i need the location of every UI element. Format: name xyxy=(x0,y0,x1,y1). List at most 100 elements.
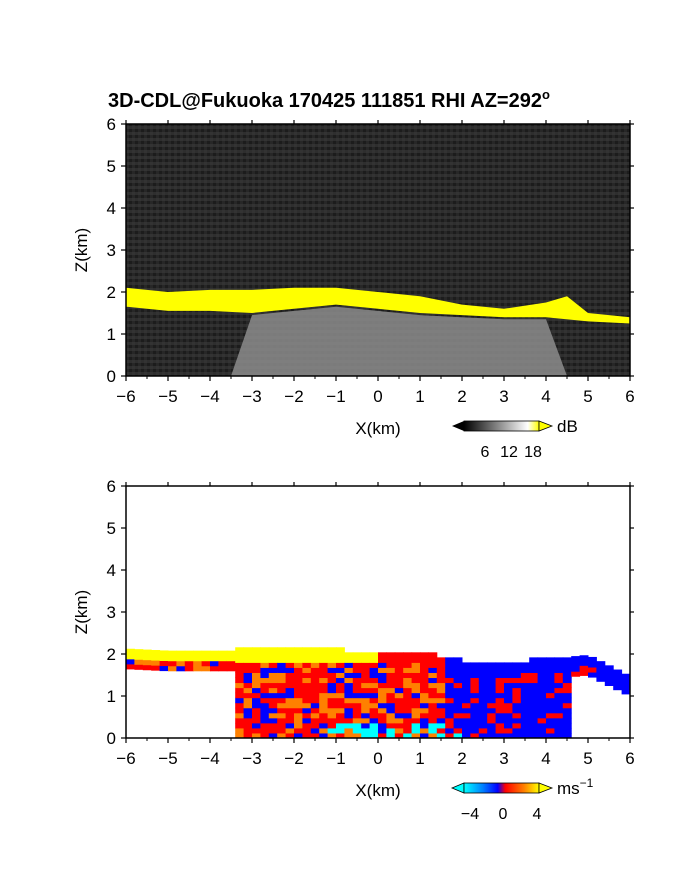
velocity-cell xyxy=(285,657,295,663)
velocity-cell xyxy=(310,672,320,679)
velocity-cell xyxy=(562,697,572,704)
velocity-cell xyxy=(453,727,463,734)
velocity-cell xyxy=(201,650,211,657)
velocity-cell xyxy=(352,652,362,658)
velocity-cell xyxy=(453,717,463,724)
velocity-cell xyxy=(445,682,455,689)
velocity-cell xyxy=(453,687,463,694)
velocity-cell xyxy=(520,682,530,689)
backscatter-ytick-label: 6 xyxy=(107,115,116,134)
velocity-cell xyxy=(512,667,522,673)
velocity-cell xyxy=(562,687,572,694)
velocity-cell xyxy=(294,682,303,689)
velocity-cell xyxy=(403,702,413,709)
velocity-cell xyxy=(361,697,371,704)
velocity-cell xyxy=(554,717,564,724)
velocity-cell xyxy=(336,657,345,663)
velocity-cell xyxy=(302,672,312,679)
velocity-cell xyxy=(319,687,329,694)
velocity-cell xyxy=(512,702,522,709)
velocity-cell xyxy=(520,722,530,729)
velocity-cell xyxy=(319,667,329,673)
velocity-cell xyxy=(478,732,488,739)
velocity-cell xyxy=(168,650,177,657)
velocity-cell xyxy=(176,650,186,657)
velocity-cell xyxy=(193,660,203,667)
velocity-cell xyxy=(596,671,606,677)
velocity-cell xyxy=(378,652,387,658)
velocity-cell xyxy=(436,717,446,724)
velocity-cell xyxy=(285,652,295,658)
velocity-cell xyxy=(504,722,513,729)
velocity-cell xyxy=(319,647,329,653)
velocity-ytick-label: 4 xyxy=(107,561,116,580)
velocity-cell xyxy=(445,727,455,734)
velocity-cell xyxy=(268,682,278,689)
velocity-cell xyxy=(420,727,429,734)
backscatter-xtick-label: −6 xyxy=(116,387,135,406)
velocity-cell xyxy=(579,655,589,661)
velocity-cell xyxy=(394,702,404,709)
velocity-cell xyxy=(285,687,295,694)
velocity-cell xyxy=(403,662,413,668)
velocity-cell xyxy=(386,662,396,668)
velocity-cell xyxy=(436,657,446,663)
backscatter-xtick-label: 1 xyxy=(415,387,424,406)
velocity-cell xyxy=(134,654,144,660)
velocity-cell xyxy=(554,702,564,709)
velocity-cell xyxy=(462,702,471,709)
velocity-cell xyxy=(336,682,345,689)
velocity-cell xyxy=(504,662,513,668)
velocity-cell xyxy=(571,656,581,662)
velocity-cell xyxy=(386,692,396,699)
velocity-cell xyxy=(596,676,606,682)
velocity-xtick-label: −3 xyxy=(242,749,261,768)
velocity-cell xyxy=(470,677,480,684)
velocity-cell xyxy=(336,662,345,668)
velocity-cell xyxy=(520,662,530,668)
velocity-cell xyxy=(411,657,421,663)
velocity-cell xyxy=(436,727,446,734)
velocity-colorbar-bar xyxy=(463,782,540,794)
velocity-cell xyxy=(420,697,429,704)
velocity-cell xyxy=(352,712,362,719)
backscatter-ytick-label: 2 xyxy=(107,283,116,302)
velocity-cell xyxy=(428,717,438,724)
velocity-cell xyxy=(302,677,312,684)
velocity-cell xyxy=(504,692,513,699)
velocity-cell xyxy=(193,655,203,662)
velocity-cell xyxy=(470,712,480,719)
velocity-cell xyxy=(613,674,623,681)
velocity-cell xyxy=(302,647,312,653)
velocity-cell xyxy=(478,697,488,704)
velocity-cell xyxy=(453,697,463,704)
velocity-cell xyxy=(243,732,253,739)
velocity-cell xyxy=(151,660,161,666)
velocity-cell xyxy=(361,707,371,714)
velocity-cell xyxy=(352,727,362,734)
backscatter-xtick-label: −3 xyxy=(242,387,261,406)
velocity-cell xyxy=(310,662,320,668)
velocity-cell xyxy=(327,697,337,704)
velocity-cell xyxy=(327,647,337,653)
velocity-cell xyxy=(462,687,471,694)
velocity-cell xyxy=(445,722,455,729)
velocity-cell xyxy=(302,657,312,663)
velocity-cell xyxy=(252,722,261,729)
velocity-cell xyxy=(386,667,396,673)
velocity-cell xyxy=(218,665,228,672)
backscatter-xtick-label: −4 xyxy=(200,387,219,406)
velocity-cell xyxy=(487,687,497,694)
backscatter-xtick-label: 2 xyxy=(457,387,466,406)
velocity-cell xyxy=(445,657,455,663)
velocity-cell xyxy=(529,727,539,734)
velocity-cell xyxy=(361,687,371,694)
velocity-cell xyxy=(336,712,345,719)
velocity-cell xyxy=(352,732,362,739)
velocity-cell xyxy=(394,707,404,714)
velocity-cell xyxy=(445,687,455,694)
velocity-cell xyxy=(369,692,379,699)
velocity-cell xyxy=(369,672,379,679)
velocity-cell xyxy=(462,672,471,679)
velocity-cell xyxy=(436,677,446,684)
